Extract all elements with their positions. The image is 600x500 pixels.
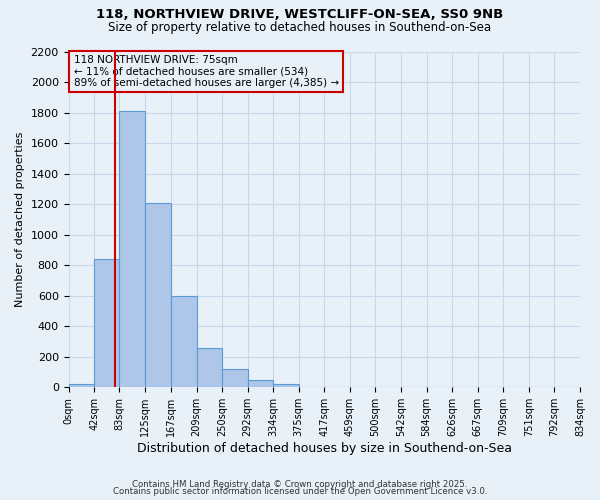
Text: Contains HM Land Registry data © Crown copyright and database right 2025.: Contains HM Land Registry data © Crown c… (132, 480, 468, 489)
Bar (145, 202, 171, 388)
Bar (248, 380, 274, 388)
Text: 118 NORTHVIEW DRIVE: 75sqm
← 11% of detached houses are smaller (534)
89% of sem: 118 NORTHVIEW DRIVE: 75sqm ← 11% of deta… (74, 55, 339, 88)
Bar (274, 384, 299, 388)
Text: 118, NORTHVIEW DRIVE, WESTCLIFF-ON-SEA, SS0 9NB: 118, NORTHVIEW DRIVE, WESTCLIFF-ON-SEA, … (97, 8, 503, 20)
Bar (299, 386, 324, 388)
Y-axis label: Number of detached properties: Number of detached properties (15, 132, 25, 307)
Bar (222, 369, 248, 388)
Text: Contains public sector information licensed under the Open Government Licence v3: Contains public sector information licen… (113, 488, 487, 496)
Bar (171, 296, 197, 388)
Bar (119, 111, 145, 388)
Bar (94, 259, 119, 388)
Text: Size of property relative to detached houses in Southend-on-Sea: Size of property relative to detached ho… (109, 21, 491, 34)
Bar (197, 348, 222, 388)
Bar (68, 384, 94, 388)
X-axis label: Distribution of detached houses by size in Southend-on-Sea: Distribution of detached houses by size … (137, 442, 512, 455)
